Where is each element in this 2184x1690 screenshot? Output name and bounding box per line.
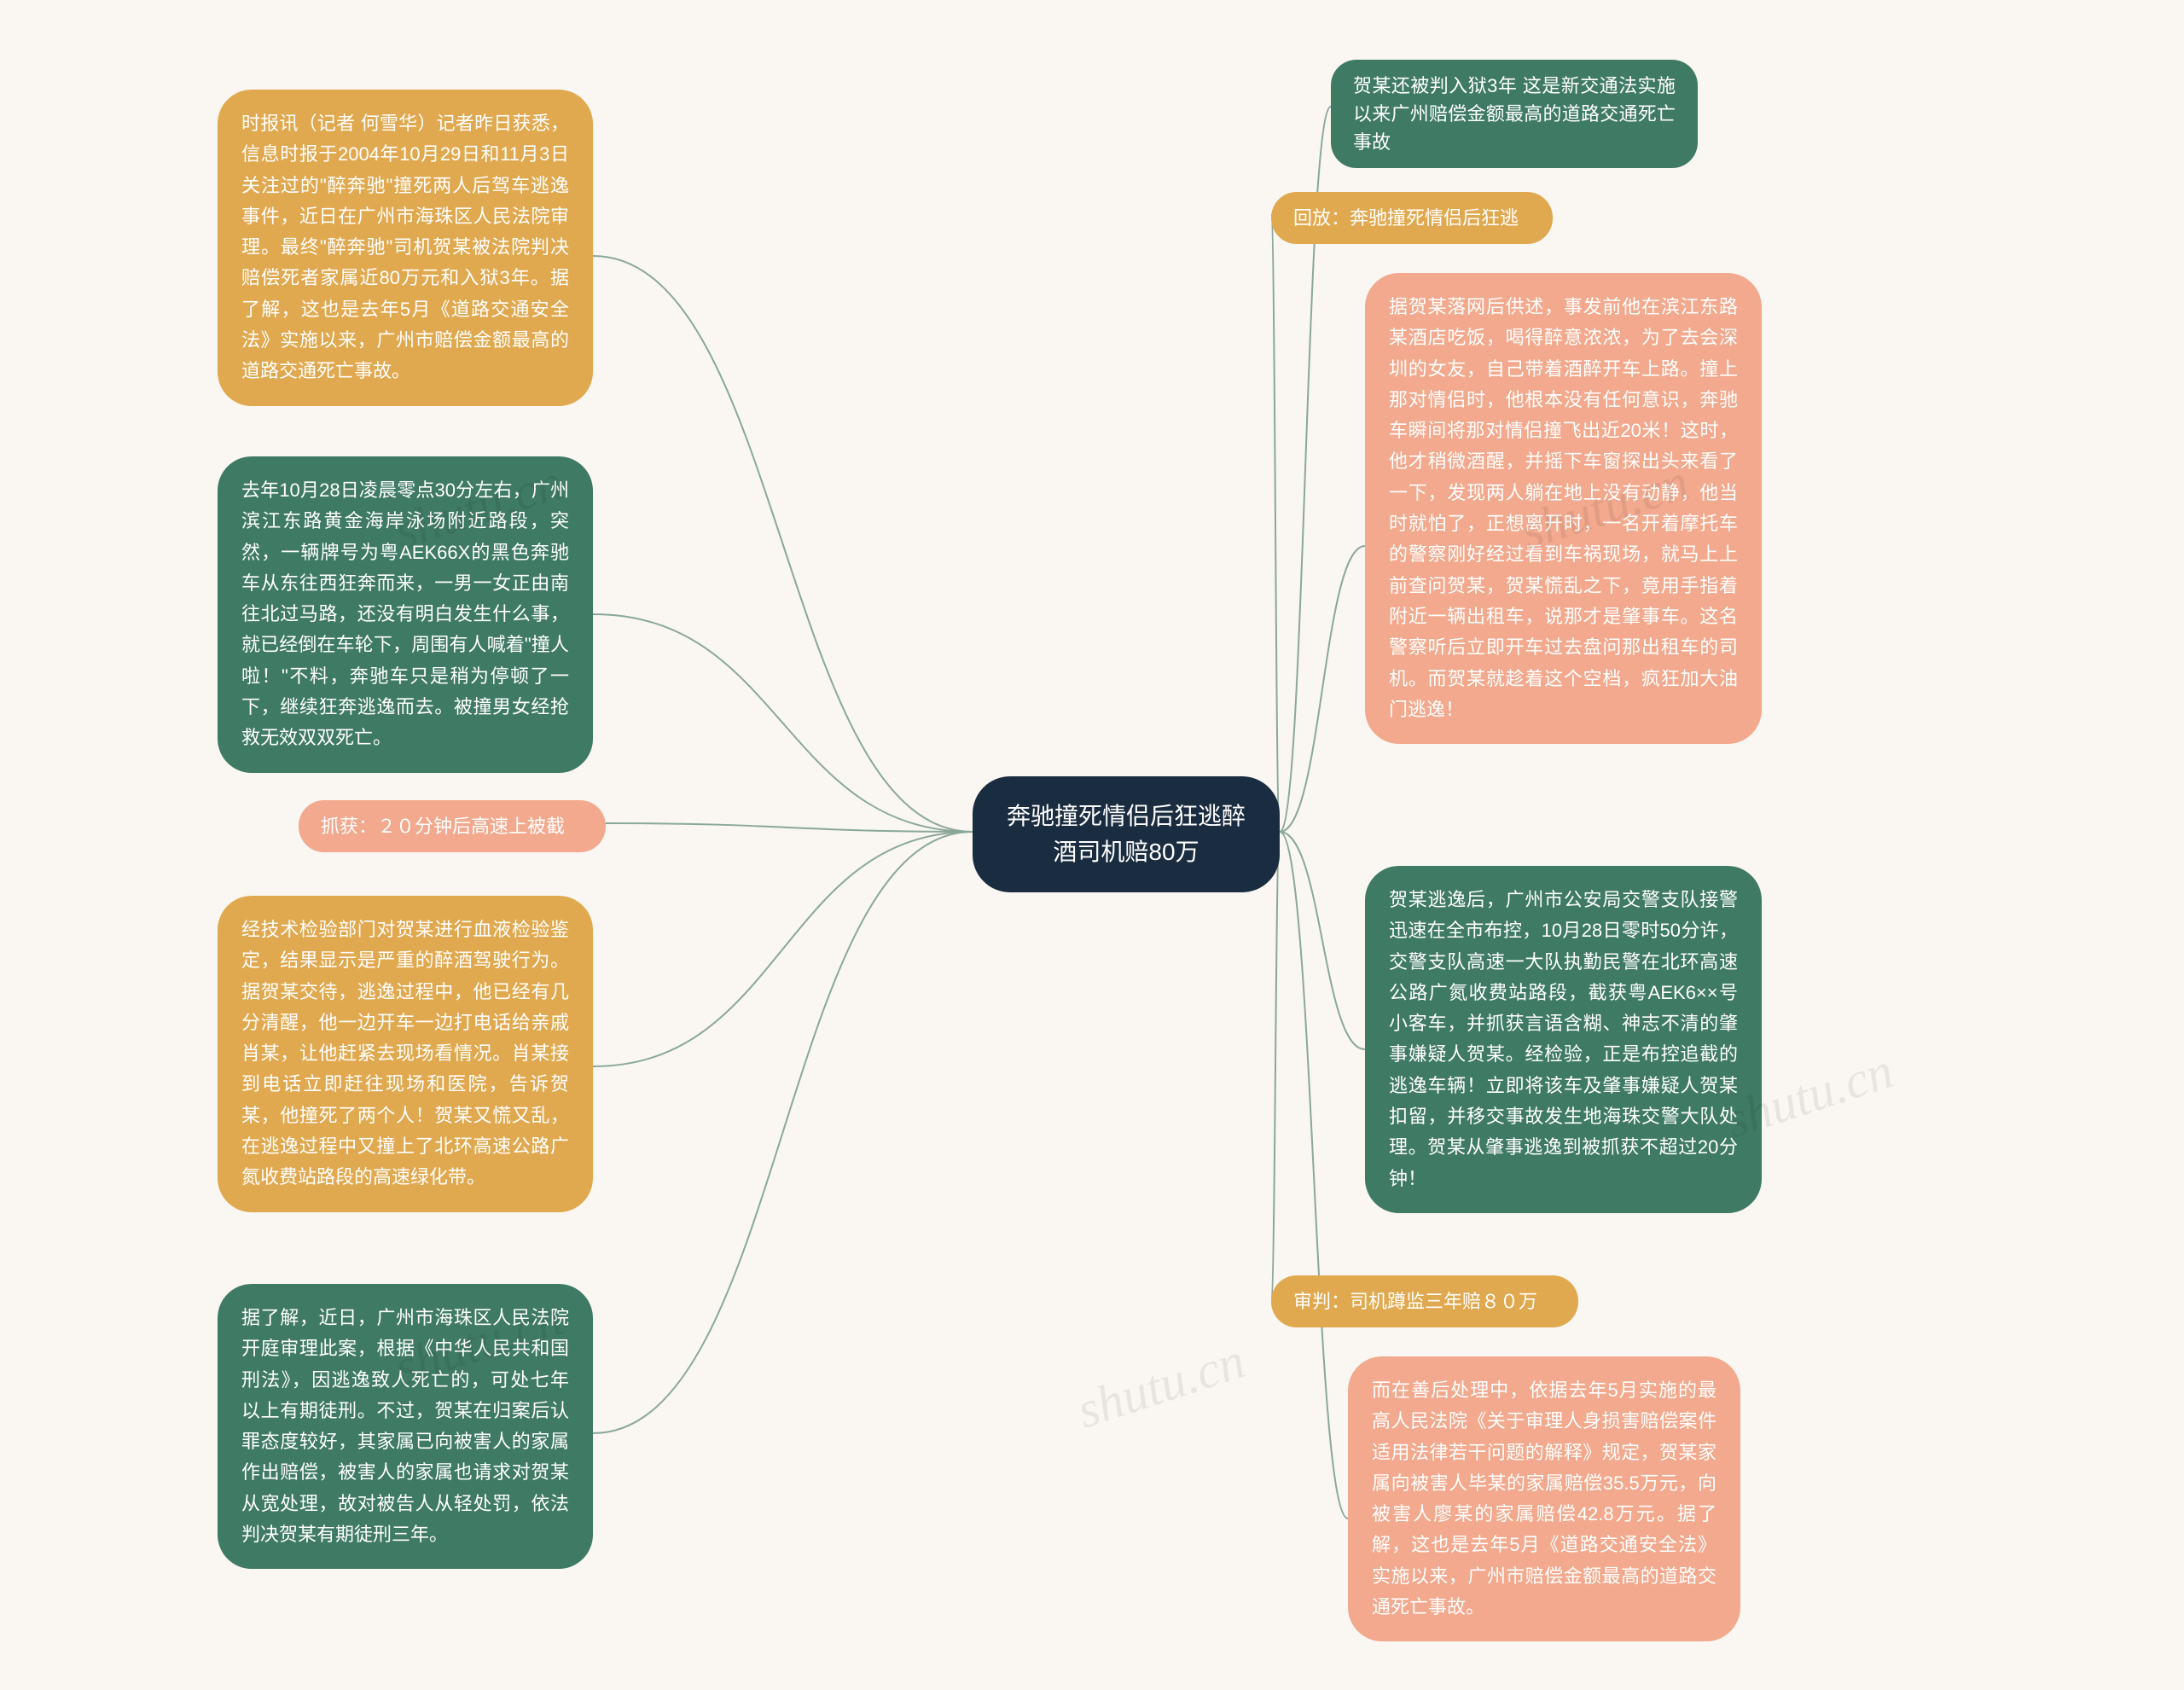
watermark: shutu.cn	[1070, 1332, 1252, 1441]
connector	[1271, 832, 1280, 1298]
center-topic[interactable]: 奔驰撞死情侣后狂逃醉酒司机赔80万	[973, 776, 1280, 892]
connector	[593, 614, 973, 832]
connector	[1280, 832, 1365, 1049]
connector	[606, 823, 973, 832]
left-node-1[interactable]: 时报讯（记者 何雪华）记者昨日获悉，信息时报于2004年10月29日和11月3日…	[218, 90, 593, 406]
left-node-4[interactable]: 经技术检验部门对贺某进行血液检验鉴定，结果显示是严重的醉酒驾驶行为。据贺某交待，…	[218, 896, 593, 1212]
connector	[1271, 215, 1280, 832]
left-node-3[interactable]: 抓获：２０分钟后高速上被截	[299, 800, 606, 852]
connector	[593, 832, 973, 1066]
right-node-2[interactable]: 回放：奔驰撞死情侣后狂逃	[1271, 192, 1553, 244]
connector	[593, 256, 973, 832]
connector	[1280, 546, 1365, 832]
left-node-2[interactable]: 去年10月28日凌晨零点30分左右，广州滨江东路黄金海岸泳场附近路段，突然，一辆…	[218, 456, 593, 773]
right-node-6[interactable]: 而在善后处理中，依据去年5月实施的最高人民法院《关于审理人身损害赔偿案件适用法律…	[1348, 1356, 1740, 1641]
connector	[593, 832, 973, 1433]
right-node-5[interactable]: 审判：司机蹲监三年赔８０万	[1271, 1275, 1578, 1327]
left-node-5[interactable]: 据了解，近日，广州市海珠区人民法院开庭审理此案，根据《中华人民共和国刑法》，因逃…	[218, 1284, 593, 1569]
right-node-3[interactable]: 据贺某落网后供述，事发前他在滨江东路某酒店吃饭，喝得醉意浓浓，为了去会深圳的女友…	[1365, 273, 1762, 744]
connector	[1280, 832, 1348, 1519]
right-node-1[interactable]: 贺某还被判入狱3年 这是新交通法实施以来广州赔偿金额最高的道路交通死亡事故	[1331, 60, 1698, 168]
right-node-4[interactable]: 贺某逃逸后，广州市公安局交警支队接警迅速在全市布控，10月28日零时50分许，交…	[1365, 866, 1762, 1213]
